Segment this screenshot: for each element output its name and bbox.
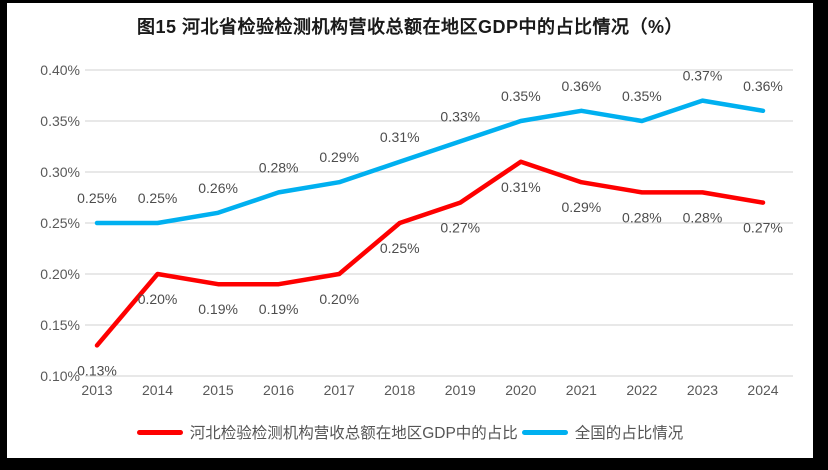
data-label: 0.27% [440, 220, 480, 236]
x-axis-tick-label: 2021 [566, 382, 597, 398]
data-label: 0.31% [501, 179, 541, 195]
data-label: 0.28% [622, 209, 662, 225]
x-axis-tick-label: 2016 [263, 382, 294, 398]
x-axis-tick-label: 2017 [324, 382, 355, 398]
data-label: 0.37% [683, 68, 723, 84]
data-label: 0.13% [77, 362, 117, 378]
data-label: 0.25% [380, 240, 420, 256]
x-axis-tick-label: 2019 [445, 382, 476, 398]
data-label: 0.27% [743, 220, 783, 236]
x-axis-tick-label: 2020 [505, 382, 536, 398]
chart-canvas: 图15 河北省检验检测机构营收总额在地区GDP中的占比情况（%） 0.10% 0.… [7, 3, 813, 458]
series-line-1 [94, 98, 766, 226]
legend-item-national: 全国的占比情况 [521, 421, 684, 443]
data-label: 0.35% [622, 88, 662, 104]
data-label: 0.25% [138, 190, 178, 206]
data-label: 0.25% [77, 190, 117, 206]
x-axis-tick-label: 2015 [203, 382, 234, 398]
data-label: 0.20% [138, 291, 178, 307]
data-label: 0.31% [380, 129, 420, 145]
legend-label-hebei: 河北检验检测机构营收总额在地区GDP中的占比 [189, 425, 518, 442]
data-label: 0.26% [198, 180, 238, 196]
series-line-0 [94, 159, 766, 348]
data-label: 0.19% [259, 301, 299, 317]
legend-item-hebei: 河北检验检测机构营收总额在地区GDP中的占比 [136, 421, 518, 443]
x-axis-tick-label: 2024 [747, 382, 778, 398]
y-axis-tick-label: 0.15% [40, 317, 80, 333]
data-label: 0.29% [562, 199, 602, 215]
y-axis-tick-label: 0.10% [40, 368, 80, 384]
data-label: 0.33% [440, 108, 480, 124]
data-label: 0.20% [319, 291, 359, 307]
legend-label-national: 全国的占比情况 [574, 425, 684, 442]
x-axis-tick-label: 2014 [142, 382, 173, 398]
data-label: 0.36% [743, 78, 783, 94]
legend-line-swatch-red [136, 429, 183, 435]
y-axis-tick-label: 0.40% [40, 62, 80, 78]
x-axis-tick-label: 2023 [687, 382, 718, 398]
y-axis-tick-label: 0.30% [40, 164, 80, 180]
legend-line-swatch-blue [521, 429, 568, 435]
y-axis-tick-label: 0.25% [40, 215, 80, 231]
data-label: 0.28% [683, 209, 723, 225]
data-label: 0.29% [319, 149, 359, 165]
y-axis-tick-label: 0.35% [40, 113, 80, 129]
line-chart: 0.10% 0.15% 0.20% 0.25% 0.30% 0.35% 0.40% 2013 2… [40, 62, 793, 398]
data-label: 0.19% [198, 301, 238, 317]
data-label: 0.36% [562, 78, 602, 94]
x-axis-tick-label: 2022 [626, 382, 657, 398]
data-label: 0.28% [259, 159, 299, 175]
x-axis-tick-label: 2013 [81, 382, 112, 398]
chart-legend: 河北检验检测机构营收总额在地区GDP中的占比 全国的占比情况 [7, 421, 813, 443]
y-axis-tick-label: 0.20% [40, 266, 80, 282]
x-axis-tick-label: 2018 [384, 382, 415, 398]
chart-title: 图15 河北省检验检测机构营收总额在地区GDP中的占比情况（%） [136, 17, 684, 37]
data-label: 0.35% [501, 88, 541, 104]
